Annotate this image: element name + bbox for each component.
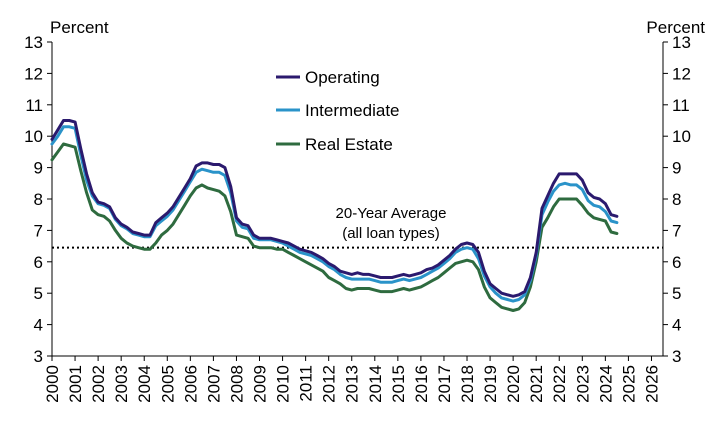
right-y-tick-label: 7 <box>672 221 681 240</box>
right-y-tick-label: 13 <box>672 33 691 52</box>
twenty-year-average-label: 20-Year Average <box>336 205 447 222</box>
x-tick-label: 2008 <box>227 365 246 403</box>
x-tick-label: 2006 <box>181 365 200 403</box>
x-tick-label: 2017 <box>435 365 454 403</box>
legend-label-real-estate: Real Estate <box>305 135 393 154</box>
x-tick-label: 2026 <box>642 365 661 403</box>
right-y-axis: 3 4 5 6 7 8 9 10 11 12 13 <box>663 33 691 366</box>
right-y-tick-label: 6 <box>672 253 681 272</box>
x-tick-label: 2025 <box>619 365 638 403</box>
left-y-tick-label: 9 <box>34 159 43 178</box>
series-line-intermediate <box>50 125 619 303</box>
x-tick-label: 2019 <box>481 365 500 403</box>
x-tick-label: 2003 <box>112 365 131 403</box>
x-tick-label: 2005 <box>158 365 177 403</box>
left-y-tick-label: 11 <box>25 96 43 115</box>
left-y-tick-label: 5 <box>34 284 43 303</box>
x-tick-label: 2002 <box>89 365 108 403</box>
x-tick-label: 2004 <box>135 365 154 403</box>
right-y-tick-label: 4 <box>672 316 681 335</box>
right-y-tick-label: 11 <box>672 96 690 115</box>
left-y-tick-label: 6 <box>34 253 43 272</box>
left-y-tick-label: 7 <box>34 221 43 240</box>
legend-label-operating: Operating <box>305 68 380 87</box>
x-axis: 2000 2001 2002 2003 2004 2005 2006 2007 2008 2009… <box>43 356 661 403</box>
left-y-tick-label: 8 <box>34 190 43 209</box>
left-y-tick-label: 12 <box>24 64 43 83</box>
legend: Operating Intermediate Real Estate <box>276 68 400 154</box>
right-y-tick-label: 9 <box>672 159 681 178</box>
x-tick-label: 2022 <box>550 365 569 403</box>
twenty-year-average-sublabel: (all loan types) <box>342 225 440 242</box>
left-y-tick-label: 4 <box>34 316 43 335</box>
x-tick-label: 2020 <box>504 365 523 403</box>
left-y-tick-label: 10 <box>24 127 43 146</box>
right-y-tick-label: 10 <box>672 127 691 146</box>
right-y-tick-label: 12 <box>672 64 691 83</box>
right-axis-unit-label: Percent <box>646 18 705 37</box>
x-tick-label: 2021 <box>527 365 546 403</box>
x-tick-label: 2012 <box>320 365 339 403</box>
x-tick-label: 2007 <box>204 365 223 403</box>
x-tick-label: 2013 <box>343 365 362 403</box>
x-tick-label: 2009 <box>251 365 270 403</box>
x-tick-label: 2015 <box>389 365 408 403</box>
x-tick-label: 2024 <box>596 365 615 403</box>
x-tick-label: 2011 <box>297 365 316 402</box>
left-y-axis: 3 4 5 6 7 8 9 10 11 12 13 <box>24 33 52 366</box>
left-axis-unit-label: Percent <box>50 18 109 37</box>
series-lines <box>50 119 619 312</box>
legend-label-intermediate: Intermediate <box>305 101 400 120</box>
right-y-tick-label: 3 <box>672 347 681 366</box>
x-tick-label: 2016 <box>412 365 431 403</box>
x-tick-label: 2018 <box>458 365 477 403</box>
x-tick-label: 2000 <box>43 365 62 403</box>
left-y-tick-label: 13 <box>24 33 43 52</box>
series-line-operating <box>50 119 619 298</box>
x-tick-label: 2010 <box>274 365 293 403</box>
x-tick-label: 2014 <box>366 365 385 403</box>
x-tick-label: 2023 <box>573 365 592 403</box>
right-y-tick-label: 8 <box>672 190 681 209</box>
x-tick-label: 2001 <box>66 365 85 403</box>
series-line-real-estate <box>50 142 619 312</box>
left-y-tick-label: 3 <box>34 347 43 366</box>
right-y-tick-label: 5 <box>672 284 681 303</box>
